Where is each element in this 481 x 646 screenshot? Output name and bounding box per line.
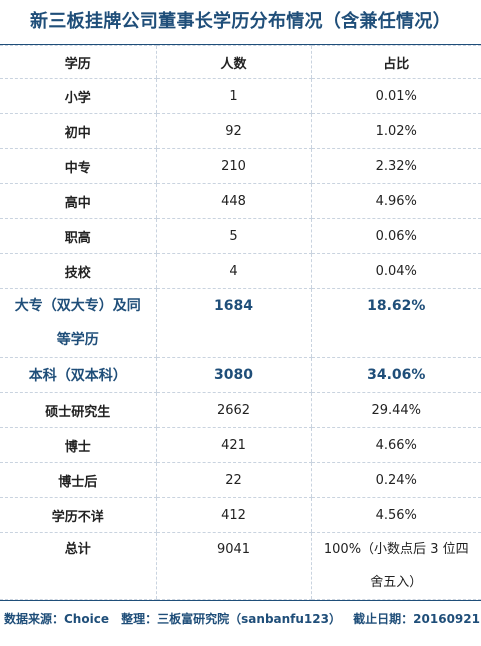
count-cell: 448 — [155, 183, 311, 219]
education-cell: 博士 — [0, 427, 156, 463]
education-cell: 硕士研究生 — [0, 392, 156, 428]
education-cell: 大专（双大专）及同等学历 — [0, 288, 156, 358]
table-row: 职高 5 0.06% — [0, 218, 481, 254]
table-row: 技校 4 0.04% — [0, 253, 481, 289]
table-row: 硕士研究生 2662 29.44% — [0, 392, 481, 428]
count-cell: 412 — [155, 497, 311, 533]
count-cell: 22 — [155, 462, 311, 498]
percent-cell: 4.96% — [310, 183, 481, 219]
count-cell: 210 — [155, 148, 311, 184]
education-cell: 中专 — [0, 148, 156, 184]
count-cell: 2662 — [155, 392, 311, 428]
education-cell: 初中 — [0, 113, 156, 149]
percent-cell: 2.32% — [310, 148, 481, 184]
count-cell: 4 — [155, 253, 311, 289]
education-cell: 学历不详 — [0, 497, 156, 533]
total-count: 9041 — [155, 532, 311, 600]
compiler: 整理：三板富研究院（sanbanfu123） — [121, 612, 341, 626]
table-row: 高中 448 4.96% — [0, 183, 481, 219]
table-row: 博士 421 4.66% — [0, 427, 481, 463]
deadline: 截止日期：20160921 — [353, 612, 480, 626]
table-header: 学历 人数 占比 — [0, 45, 481, 79]
percent-cell: 34.06% — [310, 357, 481, 393]
education-cell: 高中 — [0, 183, 156, 219]
percent-cell: 4.66% — [310, 427, 481, 463]
percent-cell: 4.56% — [310, 497, 481, 533]
table-row: 小学 1 0.01% — [0, 78, 481, 114]
education-cell: 技校 — [0, 253, 156, 289]
percent-cell: 0.01% — [310, 78, 481, 114]
table-row: 博士后 22 0.24% — [0, 462, 481, 498]
count-cell: 1 — [155, 78, 311, 114]
table-row: 初中 92 1.02% — [0, 113, 481, 149]
total-label: 总计 — [0, 532, 156, 600]
education-cell: 小学 — [0, 78, 156, 114]
total-percent-cell: 100%（小数点后 3 位四舍五入） — [310, 532, 481, 600]
table-row: 学历不详 412 4.56% — [0, 497, 481, 533]
count-cell: 92 — [155, 113, 311, 149]
education-cell: 博士后 — [0, 462, 156, 498]
percent-cell: 1.02% — [310, 113, 481, 149]
column-header-count: 人数 — [155, 45, 311, 79]
table-row-highlight: 本科（双本科） 3080 34.06% — [0, 357, 481, 393]
count-cell: 5 — [155, 218, 311, 254]
count-cell: 3080 — [155, 357, 311, 393]
percent-cell: 0.06% — [310, 218, 481, 254]
percent-cell: 0.04% — [310, 253, 481, 289]
education-label: 大专（双大专）及同等学历 — [14, 298, 141, 348]
count-cell: 1684 — [155, 288, 311, 358]
data-source: 数据来源：Choice — [4, 612, 109, 626]
percent-cell: 0.24% — [310, 462, 481, 498]
count-cell: 421 — [155, 427, 311, 463]
total-percent: 100%（小数点后 3 位四舍五入） — [323, 542, 469, 590]
column-header-education: 学历 — [0, 45, 156, 79]
column-header-percent: 占比 — [310, 45, 481, 79]
education-cell: 职高 — [0, 218, 156, 254]
percent-cell: 29.44% — [310, 392, 481, 428]
page-title: 新三板挂牌公司董事长学历分布情况（含兼任情况） — [0, 0, 481, 45]
table-row-total: 总计 9041 100%（小数点后 3 位四舍五入） — [0, 532, 481, 600]
percent-cell: 18.62% — [310, 288, 481, 358]
education-table: 学历 人数 占比 小学 1 0.01% 初中 92 1.02% 中专 210 2… — [0, 45, 481, 600]
footer-note: 数据来源：Choice 整理：三板富研究院（sanbanfu123） 截止日期：… — [0, 600, 481, 637]
table-row-highlight: 大专（双大专）及同等学历 1684 18.62% — [0, 288, 481, 358]
table-row: 中专 210 2.32% — [0, 148, 481, 184]
education-cell: 本科（双本科） — [0, 357, 156, 393]
